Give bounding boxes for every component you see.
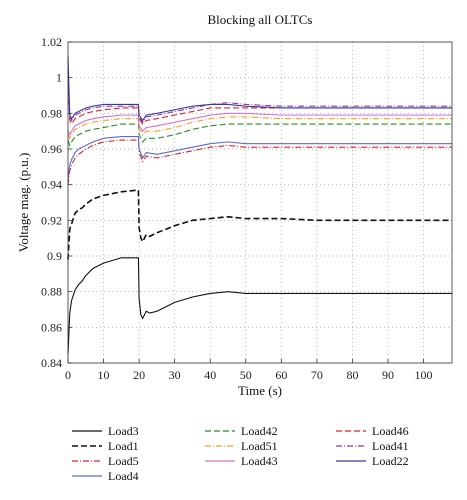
plot-frame xyxy=(67,41,453,364)
y-tick-label: 0.96 xyxy=(41,142,62,156)
series-line-load1 xyxy=(67,189,452,260)
series-line-load4 xyxy=(67,135,452,180)
legend-label-load41: Load41 xyxy=(372,439,409,453)
legend-label-load22: Load22 xyxy=(372,454,409,468)
chart-title: Blocking all OLTCs xyxy=(208,12,313,27)
series-line-load46 xyxy=(67,81,452,126)
x-tick-label: 50 xyxy=(240,368,252,382)
legend-label-load5: Load5 xyxy=(108,454,139,468)
y-tick-label: 0.92 xyxy=(41,213,62,227)
y-tick-label: 0.9 xyxy=(47,249,62,263)
x-tick-label: 70 xyxy=(311,368,323,382)
y-tick-label: 1 xyxy=(56,71,62,85)
legend-label-load42: Load42 xyxy=(241,424,278,438)
y-tick-label: 0.94 xyxy=(41,178,62,192)
legend-label-load3: Load3 xyxy=(108,424,139,438)
y-tick-label: 0.84 xyxy=(41,356,62,370)
x-tick-label: 10 xyxy=(98,368,110,382)
series-line-load41 xyxy=(67,72,452,124)
y-axis-title: Voltage mag. (p.u.) xyxy=(16,153,31,253)
series-line-load51 xyxy=(67,116,452,140)
legend-label-load4: Load4 xyxy=(108,469,139,483)
grid xyxy=(67,41,452,364)
legend-label-load46: Load46 xyxy=(372,424,409,438)
x-tick-label: 90 xyxy=(382,368,394,382)
x-tick-label: 60 xyxy=(275,368,287,382)
x-tick-label: 40 xyxy=(204,368,216,382)
series-line-load22 xyxy=(67,56,452,122)
axis-ticks: 0 10 20 30 40 50 60 70 80 90 100 0.84 0.86 0.88 0.9 0.9… xyxy=(41,35,433,382)
legend-label-load1: Load1 xyxy=(108,439,139,453)
series-line-load5 xyxy=(67,139,452,185)
y-tick-label: 1.02 xyxy=(41,35,62,49)
y-tick-label: 0.86 xyxy=(41,320,62,334)
x-axis-title: Time (s) xyxy=(238,383,282,398)
series-lines xyxy=(67,56,452,355)
x-tick-label: 100 xyxy=(415,368,433,382)
x-tick-label: 30 xyxy=(169,368,181,382)
series-line-load42 xyxy=(67,123,452,147)
x-tick-label: 20 xyxy=(133,368,145,382)
series-line-load43 xyxy=(67,112,452,136)
x-tick-label: 0 xyxy=(65,368,71,382)
x-tick-label: 80 xyxy=(346,368,358,382)
legend-label-load51: Load51 xyxy=(241,439,278,453)
legend-label-load43: Load43 xyxy=(241,454,278,468)
y-tick-label: 0.98 xyxy=(41,106,62,120)
y-tick-label: 0.88 xyxy=(41,285,62,299)
series-line-load3 xyxy=(67,257,452,355)
